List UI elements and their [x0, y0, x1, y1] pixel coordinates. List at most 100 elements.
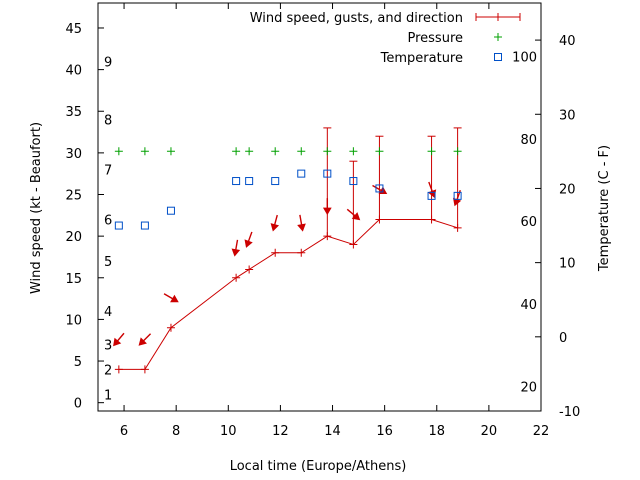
fahrenheit-label: 80 [520, 133, 537, 148]
x-tick-label: 10 [220, 424, 237, 439]
wind-direction-arrow [138, 333, 152, 346]
arrow-head [297, 223, 306, 232]
y-tick-label: 20 [65, 230, 82, 245]
pressure-point [114, 147, 123, 156]
legend-swatch-wind-mark [494, 13, 502, 21]
y2-tick-label: 30 [559, 108, 576, 123]
x-tick-label: 20 [481, 424, 498, 439]
wind-direction-arrow [163, 293, 179, 303]
pressure-point [166, 147, 175, 156]
arrow-head [270, 223, 280, 232]
temperature-point [375, 184, 384, 193]
legend-swatch-temperature [494, 53, 502, 61]
arrow-head [244, 239, 253, 248]
pressure-point [349, 147, 358, 156]
pressure-point [375, 147, 384, 156]
pressure-point [140, 147, 149, 156]
fahrenheit-label: 60 [520, 215, 537, 230]
legend-label-temperature: Temperature [380, 51, 463, 66]
pressure-point [271, 147, 280, 156]
y2-tick-label: 0 [559, 331, 567, 346]
y-tick-label: 5 [74, 355, 82, 370]
y-tick-label: 45 [65, 22, 82, 37]
y-axis-label: Wind speed (kt - Beaufort) [29, 122, 44, 294]
temperature-point [453, 191, 462, 200]
y2-tick-label: 40 [559, 34, 576, 49]
beaufort-label: 3 [104, 338, 112, 353]
beaufort-label: 7 [104, 164, 112, 179]
arrow-head [351, 212, 361, 221]
arrow-head [113, 337, 122, 347]
x-axis-label: Local time (Europe/Athens) [230, 459, 407, 474]
pressure-point [323, 147, 332, 156]
x-tick-label: 12 [272, 424, 289, 439]
wind-direction-arrow [346, 208, 361, 221]
x-tick-label: 8 [172, 424, 180, 439]
wind-direction-arrow [231, 239, 241, 257]
wind-speed-line [118, 218, 458, 370]
wind-speed-point [140, 365, 149, 374]
beaufort-label: 1 [104, 388, 112, 403]
wind-speed-point [297, 248, 306, 257]
pressure-point [232, 147, 241, 156]
pressure-point [245, 147, 254, 156]
temperature-point [245, 177, 254, 186]
y-tick-label: 15 [65, 272, 82, 287]
x-tick-label: 14 [324, 424, 341, 439]
temperature-point [349, 177, 358, 186]
beaufort-label: 6 [104, 213, 112, 228]
legend-swatch-pressure [494, 33, 502, 41]
y-tick-label: 30 [65, 147, 82, 162]
wind-speed-point [166, 323, 175, 332]
y-tick-label: 40 [65, 64, 82, 79]
beaufort-label: 8 [104, 114, 112, 129]
pressure-point [427, 147, 436, 156]
legend-label-pressure: Pressure [407, 31, 463, 46]
temperature-point [114, 221, 123, 230]
beaufort-label: 4 [104, 305, 112, 320]
legend-label-wind: Wind speed, gusts, and direction [250, 11, 463, 26]
x-tick-label: 16 [376, 424, 393, 439]
beaufort-label: 9 [104, 55, 112, 70]
arrow-head [231, 248, 241, 257]
wind-direction-arrow [297, 214, 306, 232]
y-tick-label: 35 [65, 105, 82, 120]
arrow-head [138, 337, 147, 346]
y2-tick-label: 10 [559, 257, 576, 272]
fahrenheit-label: 40 [520, 298, 537, 313]
y2-tick-label: 20 [559, 182, 576, 197]
wind-speed-point [245, 265, 254, 274]
wind-speed-point [114, 365, 123, 374]
y-tick-label: 25 [65, 189, 82, 204]
pressure-point [453, 147, 462, 156]
x-tick-label: 22 [533, 424, 550, 439]
plot-frame [97, 2, 542, 412]
wind-direction-arrow [244, 231, 253, 248]
y-tick-label: 10 [65, 313, 82, 328]
beaufort-label: 2 [104, 363, 112, 378]
temperature-point [232, 177, 241, 186]
fahrenheit-label: 100 [512, 50, 537, 65]
y-tick-label: 0 [74, 397, 82, 412]
x-tick-label: 6 [120, 424, 128, 439]
arrow-head [322, 207, 332, 216]
arrow-head [170, 294, 179, 303]
wind-direction-arrow [270, 214, 280, 232]
temperature-point [271, 177, 280, 186]
wind-direction-arrow [113, 332, 125, 347]
y2-tick-label: -10 [559, 405, 580, 420]
x-tick-label: 18 [428, 424, 445, 439]
fahrenheit-label: 20 [520, 381, 537, 396]
temperature-point [166, 206, 175, 215]
y2-axis-label: Temperature (C - F) [597, 145, 612, 272]
temperature-point [140, 221, 149, 230]
temperature-point [323, 169, 332, 178]
wind-speed-point [271, 248, 280, 257]
temperature-point [297, 169, 306, 178]
temperature-point [427, 191, 436, 200]
wind-speed-point [232, 273, 241, 282]
pressure-point [297, 147, 306, 156]
beaufort-label: 5 [104, 255, 112, 270]
